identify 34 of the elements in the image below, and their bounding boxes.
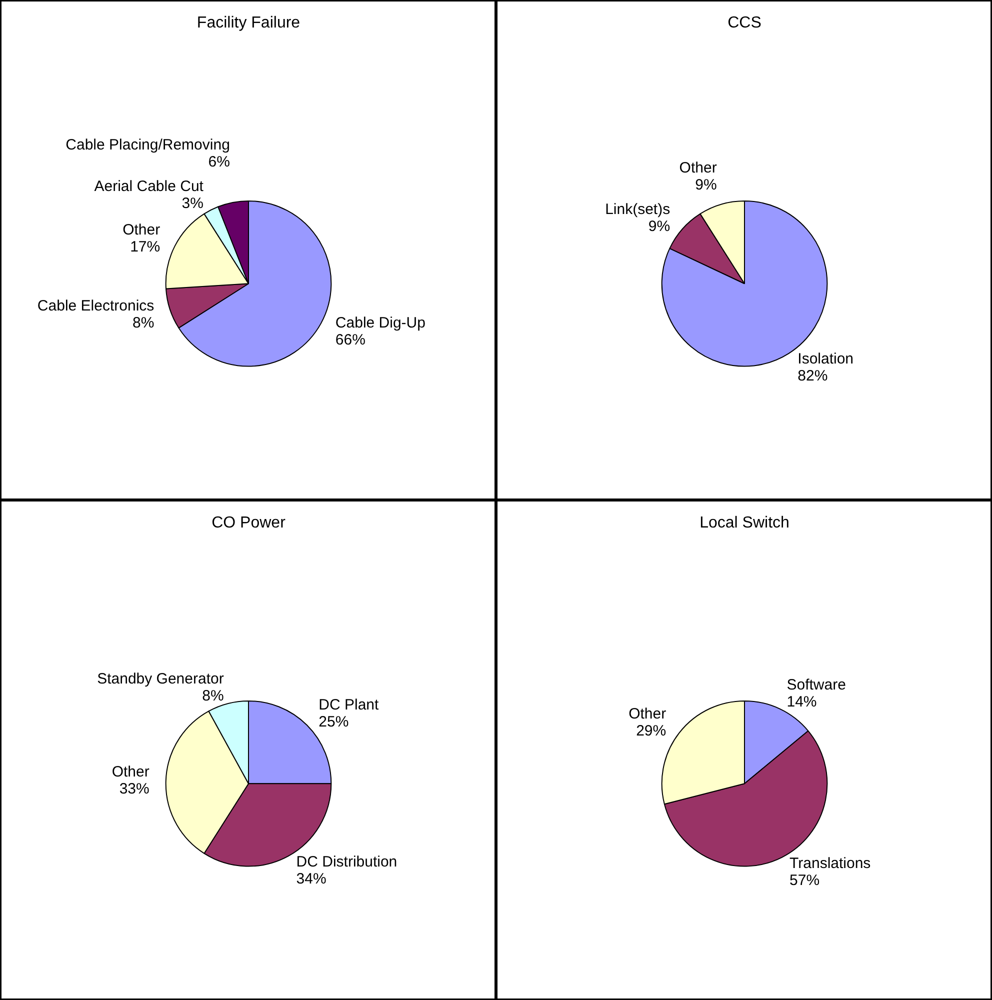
chart-title: Local Switch — [700, 514, 790, 532]
data-label: 3% — [182, 195, 204, 212]
slice-label: Aerial Cable Cut — [94, 178, 204, 196]
slice-label: Cable Electronics — [37, 297, 154, 314]
slice-label: Standby Generator — [97, 670, 224, 688]
slice-label: DC Distribution — [296, 854, 398, 871]
slice-label: Isolation — [798, 350, 854, 368]
chart-title: CCS — [728, 14, 762, 32]
data-label: 8% — [132, 314, 154, 332]
data-label: 14% — [786, 694, 817, 711]
data-label: 66% — [335, 331, 366, 348]
slice-label: Other — [628, 706, 666, 723]
data-label: 34% — [296, 870, 326, 888]
slice-label: Cable Dig-Up — [335, 314, 426, 332]
data-label: 29% — [636, 722, 666, 740]
data-label: 6% — [208, 154, 230, 171]
data-label: 25% — [318, 713, 349, 730]
data-label: 9% — [695, 176, 717, 194]
slice-label: Other — [122, 222, 160, 239]
slice-label: Translations — [790, 855, 871, 872]
data-label: 8% — [202, 687, 224, 704]
slice-label: Link(set)s — [605, 200, 670, 218]
chart-title: Facility Failure — [196, 14, 300, 32]
slice-label: Software — [786, 676, 846, 694]
data-label: 82% — [798, 367, 828, 384]
slice-label: Other — [679, 160, 717, 177]
slice-label: Other — [112, 763, 150, 780]
data-label: 17% — [130, 238, 160, 256]
data-label: 57% — [790, 872, 820, 890]
slice-label: Cable Placing/Removing — [66, 136, 230, 154]
chart-title: CO Power — [212, 514, 286, 532]
data-label: 33% — [119, 780, 150, 798]
data-label: 9% — [648, 218, 670, 235]
slice-label: DC Plant — [318, 696, 380, 714]
